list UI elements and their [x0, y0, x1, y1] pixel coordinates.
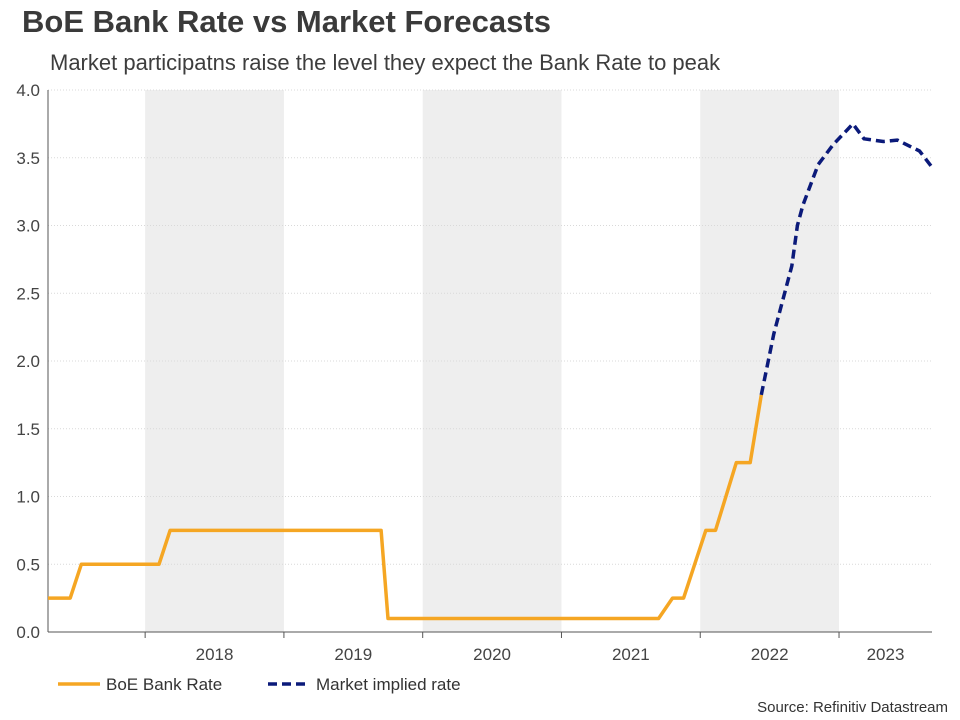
x-tick-label: 2019 — [334, 645, 372, 664]
x-tick-label: 2021 — [612, 645, 650, 664]
x-tick-label: 2020 — [473, 645, 511, 664]
y-tick-label: 3.0 — [16, 217, 40, 236]
y-tick-label: 4.0 — [16, 81, 40, 100]
axes — [47, 90, 932, 638]
y-tick-label: 0.5 — [16, 555, 40, 574]
y-tick-label: 0.0 — [16, 623, 40, 642]
chart-title: BoE Bank Rate vs Market Forecasts — [22, 4, 551, 39]
series-line-market-implied-rate — [759, 122, 934, 396]
legend-label: Market implied rate — [316, 675, 461, 694]
y-tick-label: 2.5 — [16, 284, 40, 303]
tick-labels: 0.0 0.5 1.0 1.5 2.0 2.5 3.0 3.5 4.0 2018 2019 2020 2… — [16, 81, 904, 664]
x-tick-label: 2023 — [867, 645, 905, 664]
legend-label: BoE Bank Rate — [106, 675, 222, 694]
y-tick-label: 1.5 — [16, 420, 40, 439]
series-line-boe-bank-rate — [48, 394, 764, 621]
grid-lines — [48, 89, 932, 565]
chart-subtitle: Market participatns raise the level they… — [50, 50, 721, 75]
legend: BoE Bank Rate Market implied rate — [58, 675, 461, 694]
series-lines — [48, 122, 934, 621]
x-tick-label: 2018 — [196, 645, 234, 664]
y-tick-label: 2.0 — [16, 352, 40, 371]
y-tick-label: 1.0 — [16, 488, 40, 507]
x-tick-label: 2022 — [751, 645, 789, 664]
y-tick-label: 3.5 — [16, 149, 40, 168]
source-note: Source: Refinitiv Datastream — [757, 699, 948, 716]
